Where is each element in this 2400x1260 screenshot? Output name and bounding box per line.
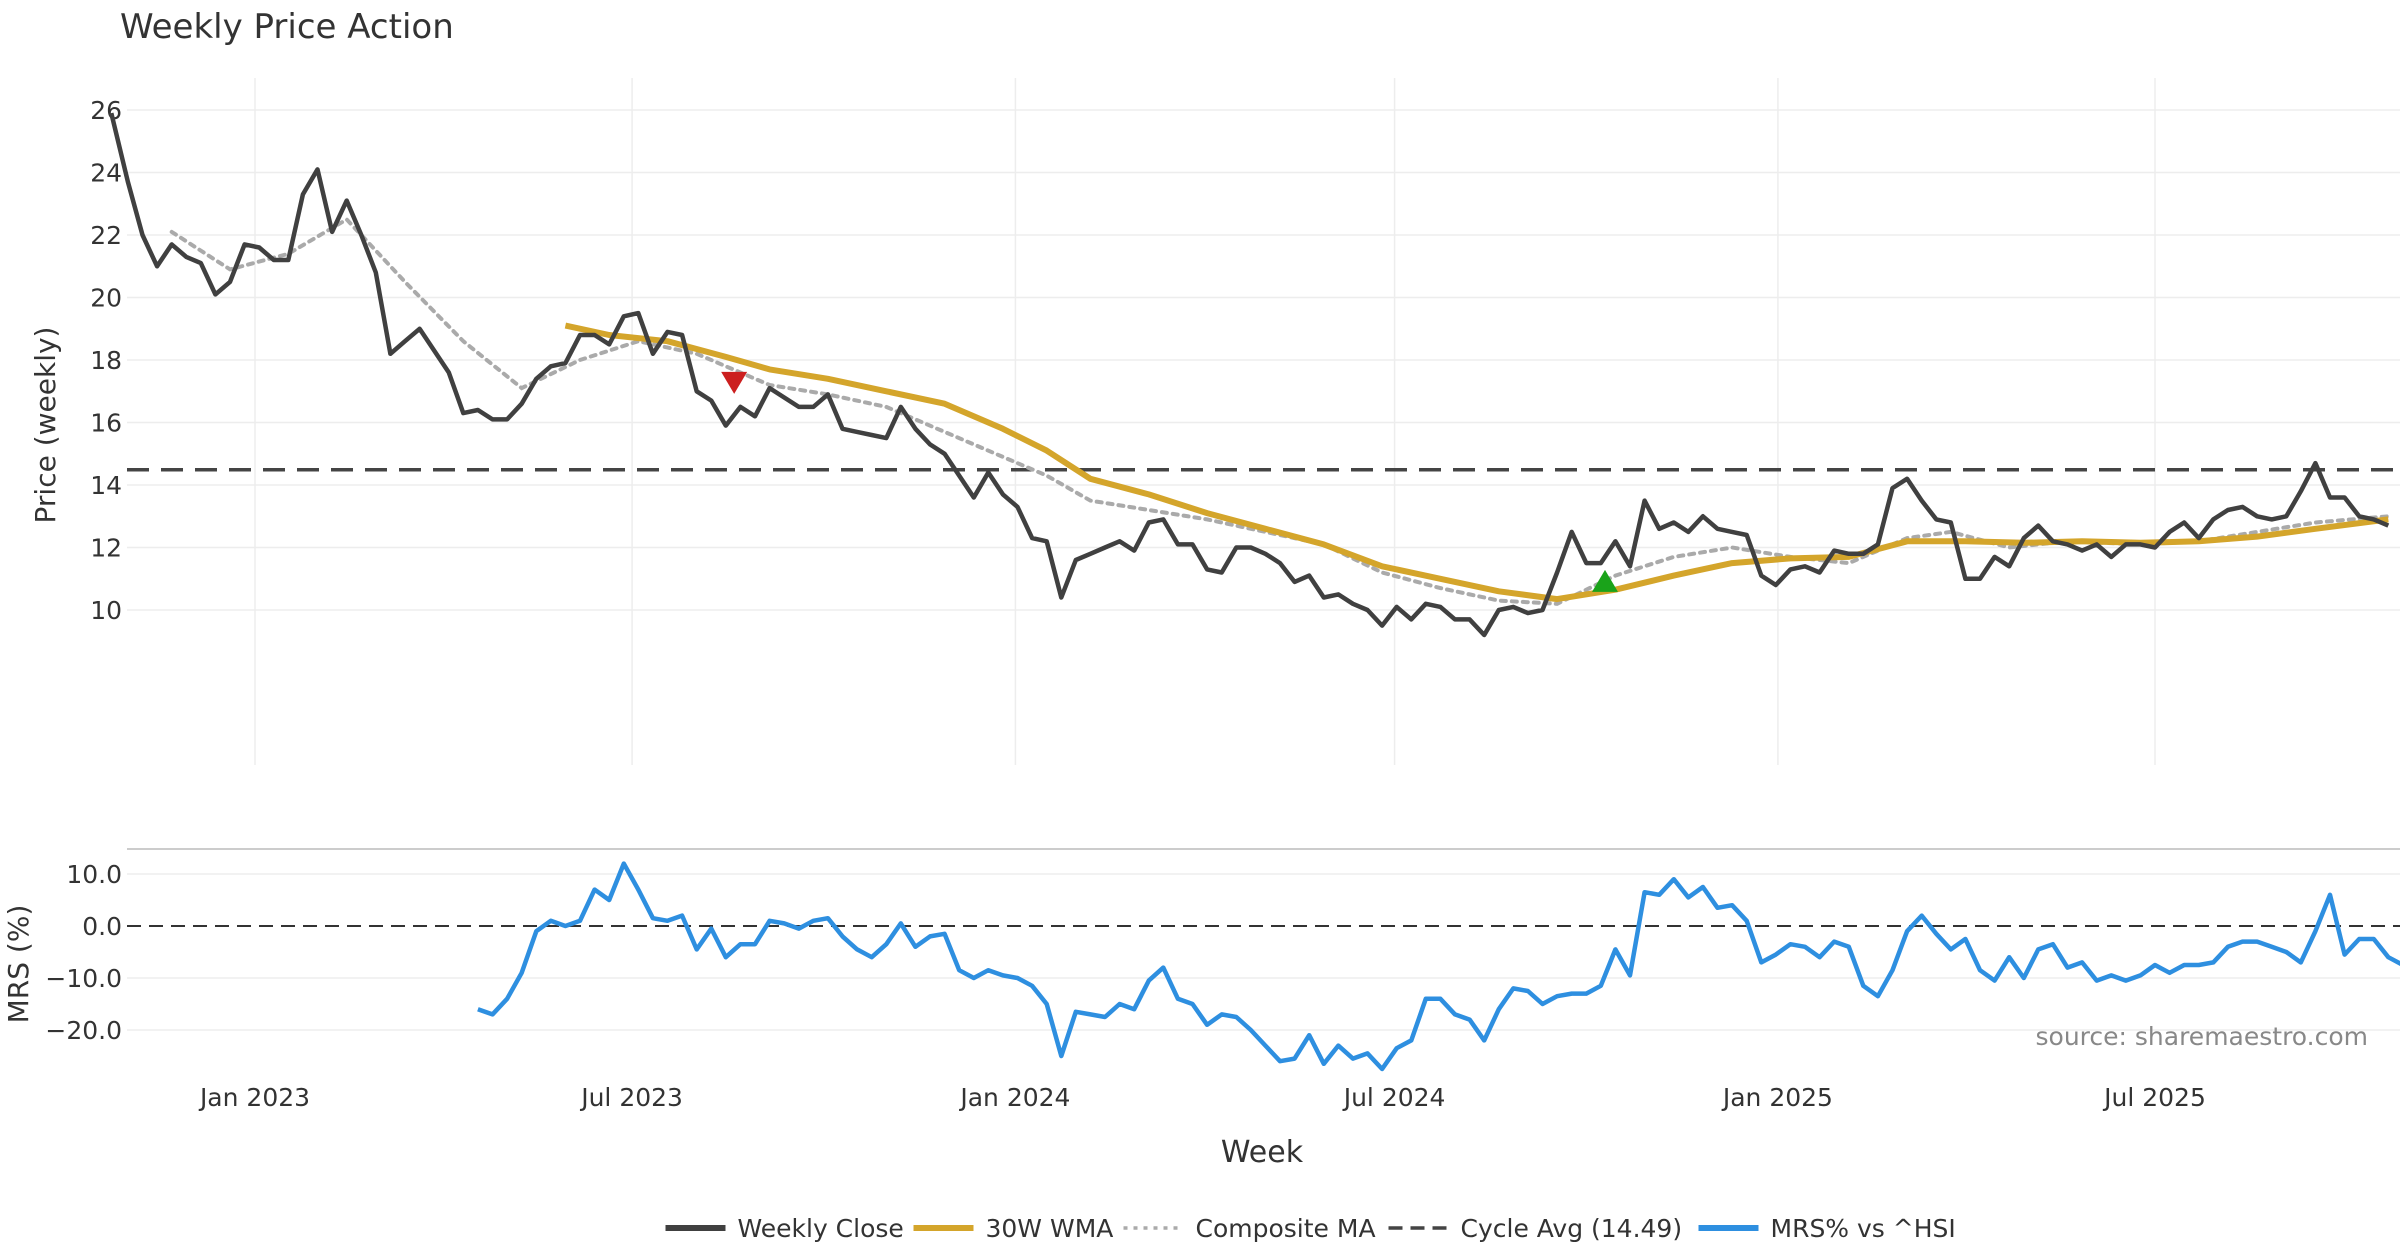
price-y-tick-label: 24	[90, 159, 122, 188]
price-y-tick-label: 14	[90, 471, 122, 500]
buy-signal-marker	[1592, 569, 1618, 592]
series-weekly-close	[109, 112, 2390, 638]
legend-item: MRS% vs ^HSI	[1698, 1214, 1956, 1243]
price-y-tick-label: 18	[90, 346, 122, 375]
legend-label: Composite MA	[1196, 1214, 1376, 1243]
mrs-y-tick-label: 0.0	[82, 912, 122, 941]
legend-label: Weekly Close	[738, 1214, 904, 1243]
x-axis-label: Week	[1221, 1135, 1304, 1170]
price-y-tick-label: 26	[90, 96, 122, 125]
x-tick-label: Jan 2024	[958, 1083, 1070, 1112]
series-mrs-vs-hsi	[477, 861, 2400, 1072]
legend-label: Cycle Avg (14.49)	[1461, 1214, 1683, 1243]
legend: Weekly Close 30W WMA Composite MA Cycle Avg…	[665, 1214, 1956, 1243]
series-composite-ma	[169, 216, 2391, 606]
price-y-tick-label: 22	[90, 221, 122, 250]
mrs-series	[477, 861, 2400, 1072]
mrs-y-ticks: −20.0 −10.0 0.0 10.0	[45, 860, 122, 1045]
price-grid	[127, 78, 2400, 765]
signal-markers	[721, 371, 1618, 592]
price-y-tick-label: 16	[90, 409, 122, 438]
sell-signal-marker	[721, 371, 748, 394]
mrs-y-axis-label: MRS (%)	[2, 905, 35, 1024]
mrs-panel: −20.0 −10.0 0.0 10.0 MRS (%) source: sharem…	[2, 848, 2400, 1072]
x-tick-label: Jan 2025	[1721, 1083, 1833, 1112]
x-axis-ticks: Jan 2023 Jul 2023 Jan 2024 Jul 2024 Jan 2025…	[198, 1083, 2206, 1112]
price-y-axis-label: Price (weekly)	[29, 327, 62, 524]
x-tick-label: Jul 2024	[1342, 1083, 1446, 1112]
price-y-ticks: 10 12 14 16 18 20 22 24 26	[90, 96, 122, 625]
price-y-tick-label: 12	[90, 534, 122, 563]
legend-item: Weekly Close	[665, 1214, 904, 1243]
x-tick-label: Jul 2025	[2102, 1083, 2206, 1112]
legend-item: Cycle Avg (14.49)	[1388, 1214, 1683, 1243]
x-tick-label: Jul 2023	[579, 1083, 683, 1112]
x-tick-label: Jan 2023	[198, 1083, 310, 1112]
legend-item: 30W WMA	[913, 1214, 1114, 1243]
price-panel: 10 12 14 16 18 20 22 24 26 Price (weekly)	[29, 78, 2400, 765]
source-annotation: source: sharemaestro.com	[2036, 1022, 2369, 1051]
price-y-tick-label: 20	[90, 284, 122, 313]
chart-title: Weekly Price Action	[120, 7, 454, 47]
mrs-y-tick-label: −10.0	[45, 964, 122, 993]
mrs-y-tick-label: −20.0	[45, 1016, 122, 1045]
series-30w-wma	[564, 322, 2389, 603]
legend-item: Composite MA	[1123, 1214, 1376, 1243]
mrs-y-tick-label: 10.0	[66, 860, 122, 889]
price-y-tick-label: 10	[90, 596, 122, 625]
price-series	[109, 112, 2391, 638]
legend-label: 30W WMA	[986, 1214, 1114, 1243]
legend-label: MRS% vs ^HSI	[1771, 1214, 1956, 1243]
